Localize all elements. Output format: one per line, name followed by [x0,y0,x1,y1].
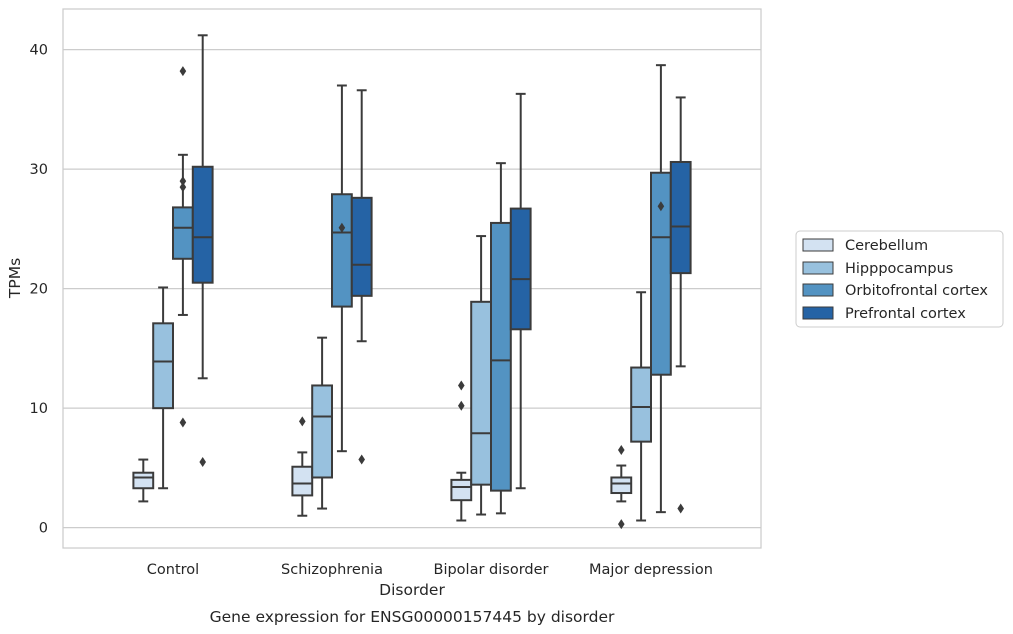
box [350,196,373,297]
legend-swatch [802,261,834,275]
y-tick-label: 30 [30,162,48,178]
y-axis-ticks: 0 10 20 30 40 [30,43,48,537]
legend-label: Prefrontal cortex [845,306,966,322]
x-tick-label: Major depression [589,562,713,578]
box-group [311,336,334,510]
box [331,193,353,308]
box-group [172,66,194,428]
outlier-point [179,417,187,428]
outlier-point [179,176,187,187]
box-group [152,286,174,490]
outlier-point [179,66,187,77]
legend: Cerebellum Hipppocampus Orbitofrontal cort… [795,230,1004,328]
box [610,476,633,495]
box-group [191,34,214,467]
x-axis-label: Disorder [379,581,445,599]
box [450,478,473,502]
box [291,465,314,497]
outlier-point [458,400,465,411]
y-tick-label: 10 [30,401,48,417]
y-axis-label: TPMs [6,258,24,299]
box-group [509,92,532,490]
box [132,471,155,490]
legend-swatch [802,238,834,252]
outlier-point [618,445,625,455]
outlier-point [677,503,684,514]
box-group [291,416,314,517]
box [311,384,334,479]
x-tick-label: Bipolar disorder [434,562,549,578]
x-tick-label: Control [147,562,199,578]
box [470,300,493,486]
legend-swatch [802,306,834,320]
x-axis-ticks: Control Schizophrenia Bipolar disorder Majo… [147,562,713,578]
outlier-point [618,519,625,530]
box-group [331,84,353,453]
box [152,322,174,410]
box [490,221,512,492]
outlier-point [199,456,206,467]
plot-area-frame [62,8,762,549]
outlier-point [179,182,187,193]
y-tick-label: 20 [30,282,48,298]
box-group [470,235,493,516]
y-tick-label: 40 [30,43,48,59]
x-tick-label: Schizophrenia [281,562,383,578]
box-group [669,96,692,514]
chart-title: Gene expression for ENSG00000157445 by d… [210,608,615,626]
box-group [490,162,512,515]
outlier-point [458,380,465,391]
outlier-point [657,201,665,212]
legend-label: Cerebellum [845,238,928,254]
box [191,165,214,284]
box [630,366,653,443]
box-group [350,89,373,465]
box-group [132,458,155,503]
box [669,160,692,275]
legend-frame [795,230,1004,328]
box [172,206,194,260]
outlier-point [299,416,306,427]
box-group [650,64,672,514]
legend-label: Hipppocampus [845,261,953,277]
outlier-point [338,222,346,233]
box-group [630,291,653,522]
y-tick-label: 0 [39,521,48,537]
legend-swatch [802,283,834,297]
box-series [132,34,692,530]
box-group [450,380,473,522]
outlier-point [358,454,365,465]
legend-label: Orbitofrontal cortex [845,283,988,299]
box [509,207,532,331]
box-group [610,445,633,530]
